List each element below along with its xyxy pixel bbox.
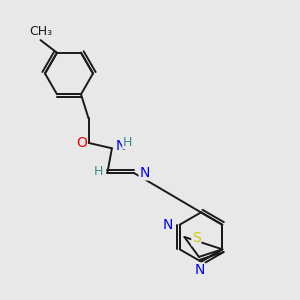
Text: CH₃: CH₃ bbox=[29, 25, 52, 38]
Text: H: H bbox=[94, 165, 103, 178]
Text: N: N bbox=[116, 139, 127, 153]
Text: N: N bbox=[194, 263, 205, 277]
Text: N: N bbox=[163, 218, 173, 232]
Text: H: H bbox=[123, 136, 132, 149]
Text: O: O bbox=[76, 136, 87, 150]
Text: S: S bbox=[192, 232, 201, 245]
Text: N: N bbox=[139, 166, 150, 180]
